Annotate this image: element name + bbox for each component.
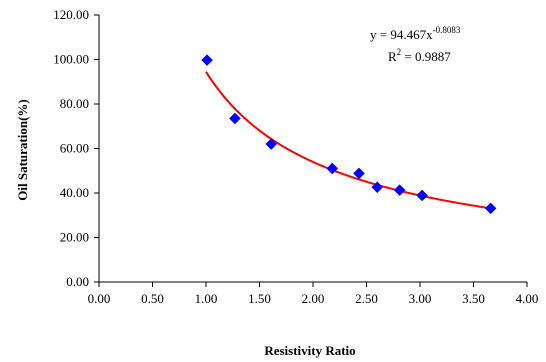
x-tick-label: 3.50 (462, 291, 485, 306)
equation-main: y = 94.467x (370, 27, 433, 42)
trendline-equation: y = 94.467x-0.8083 (370, 25, 461, 42)
data-point (229, 112, 241, 125)
x-tick-label: 1.50 (248, 291, 271, 306)
data-point (393, 184, 406, 196)
axes (98, 15, 527, 283)
y-tick-label: 120.00 (53, 7, 89, 22)
r2-value: = 0.9887 (401, 49, 451, 64)
data-point (326, 162, 339, 175)
r2-letter: R (388, 49, 397, 64)
trendline-group (205, 71, 490, 210)
y-tick-label: 40.00 (60, 185, 89, 200)
trendline (205, 71, 490, 210)
x-tick-label: 2.00 (302, 291, 325, 306)
points-group (201, 54, 497, 215)
data-point (371, 181, 384, 194)
data-point (353, 167, 365, 180)
y-tick-label: 100.00 (53, 52, 89, 67)
ticks: 0.00 0.50 1.00 1.50 2.00 2.50 3.00 3.50 4.00 0.00… (53, 7, 538, 306)
y-axis-title: Oil Saturation(%) (15, 99, 30, 200)
x-axis-title: Resistivity Ratio (264, 343, 355, 358)
data-point (484, 202, 497, 215)
data-point (201, 54, 213, 67)
x-tick-label: 3.00 (409, 291, 432, 306)
data-point (265, 138, 278, 150)
r2-superscript: 2 (397, 47, 402, 57)
y-tick-label: 0.00 (66, 274, 89, 289)
x-tick-label: 0.00 (88, 291, 111, 306)
y-tick-label: 60.00 (60, 141, 89, 156)
equation-exponent: -0.8083 (433, 25, 461, 35)
data-point (416, 189, 428, 202)
x-tick-label: 2.50 (355, 291, 378, 306)
r-squared: R2 = 0.9887 (388, 47, 451, 64)
x-tick-label: 0.50 (141, 291, 164, 306)
y-tick-label: 80.00 (60, 96, 89, 111)
x-tick-label: 1.00 (195, 291, 218, 306)
y-tick-label: 20.00 (60, 230, 89, 245)
x-tick-label: 4.00 (516, 291, 539, 306)
